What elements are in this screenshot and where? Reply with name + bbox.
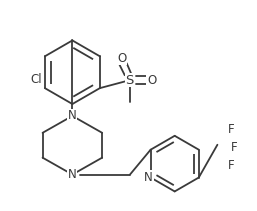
Text: N: N: [68, 168, 77, 181]
Text: N: N: [68, 110, 77, 122]
Text: Cl: Cl: [30, 73, 42, 86]
Text: N: N: [144, 171, 153, 184]
Text: F: F: [228, 123, 235, 136]
Text: F: F: [231, 141, 238, 154]
Text: O: O: [117, 52, 126, 65]
Text: F: F: [228, 159, 235, 172]
Text: S: S: [125, 74, 134, 87]
Text: O: O: [147, 74, 156, 87]
